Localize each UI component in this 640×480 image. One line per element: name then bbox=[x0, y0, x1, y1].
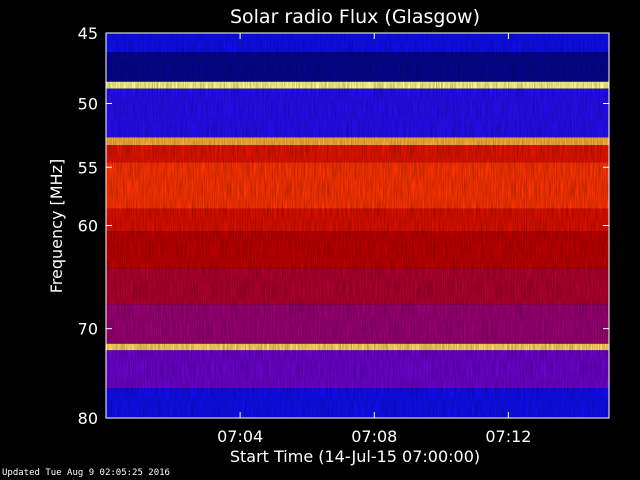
x-axis-label: Start Time (14-Jul-15 07:00:00) bbox=[230, 447, 480, 466]
heatmap-area bbox=[106, 33, 609, 418]
x-tick-label: 07:04 bbox=[217, 427, 263, 446]
y-axis-label: Frequency [MHz] bbox=[47, 159, 66, 293]
y-tick-label: 70 bbox=[78, 320, 98, 339]
y-tick-label: 50 bbox=[78, 95, 98, 114]
y-tick-label: 80 bbox=[78, 409, 98, 428]
x-tick-label: 07:08 bbox=[351, 427, 397, 446]
x-tick-label: 07:12 bbox=[485, 427, 531, 446]
updated-timestamp: Updated Tue Aug 9 02:05:25 2016 bbox=[2, 468, 170, 478]
heatmap-noise bbox=[106, 33, 609, 418]
y-tick-label: 60 bbox=[78, 217, 98, 236]
chart-title: Solar radio Flux (Glasgow) bbox=[230, 6, 480, 28]
y-tick-label: 55 bbox=[78, 158, 98, 177]
y-tick-label: 45 bbox=[78, 24, 98, 43]
